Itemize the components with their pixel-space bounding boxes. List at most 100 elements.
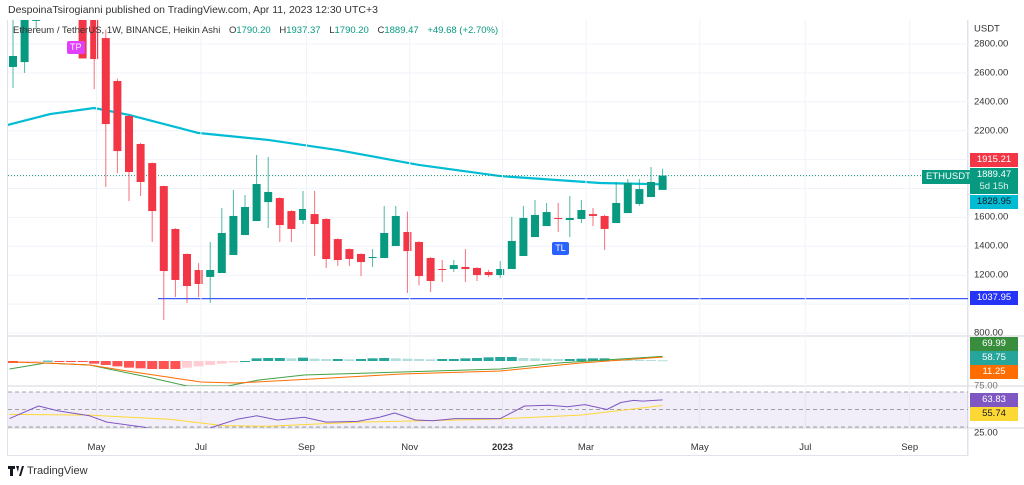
candle — [565, 196, 574, 238]
candle-body — [531, 214, 539, 238]
support-price-label: 1037.95 — [970, 291, 1018, 305]
tradingview-logo[interactable]: TradingView — [8, 465, 88, 477]
last-price-label: 1889.47 5d 15h — [970, 168, 1018, 194]
histogram-value-label: 11.25 — [970, 365, 1018, 379]
candle — [612, 181, 621, 224]
candle-body — [113, 80, 122, 152]
price-tick: 2200.00 — [974, 125, 1009, 137]
macd-histogram-bar — [124, 361, 134, 368]
macd-histogram-bar — [483, 357, 494, 361]
candle-body — [565, 217, 574, 221]
logo-text: TradingView — [27, 465, 88, 477]
macd-histogram-bar — [158, 361, 169, 369]
macd-histogram-bar — [414, 359, 424, 361]
candle-body — [9, 55, 17, 67]
macd-histogram-bar — [425, 359, 436, 361]
bar-countdown: 5d 15h — [979, 181, 1009, 192]
price-tick: 800.00 — [974, 327, 1004, 339]
macd-histogram-bar — [309, 358, 320, 361]
macd-histogram-bar — [228, 361, 239, 363]
symbol-title[interactable]: Ethereum / TetherUS, 1W, BINANCE, Heikin… — [13, 25, 221, 36]
macd-histogram-bar — [356, 359, 366, 361]
candle — [461, 249, 470, 282]
candle-body — [229, 215, 238, 255]
candle — [44, 0, 52, 8]
change-value: +49.68 (+2.70%) — [427, 25, 499, 36]
candle-body — [171, 228, 180, 280]
macd-histogram-bar — [657, 360, 668, 362]
symbol-legend: Ethereum / TetherUS, 1W, BINANCE, Heikin… — [13, 25, 498, 36]
candle — [310, 190, 319, 256]
macd-histogram-bar — [100, 361, 111, 365]
candle — [299, 190, 307, 225]
candle — [589, 208, 597, 227]
candle — [183, 253, 191, 303]
price-tick: 1600.00 — [974, 211, 1009, 223]
price-tick: 1200.00 — [974, 269, 1009, 281]
candle — [542, 202, 551, 227]
macd-histogram-bar — [588, 358, 598, 361]
candle-body — [600, 215, 609, 229]
candle — [403, 211, 412, 293]
candle-body — [78, 20, 87, 59]
time-tick: Nov — [401, 442, 419, 453]
candle — [531, 200, 539, 238]
macd-histogram-bar — [42, 360, 53, 362]
candle-body — [159, 186, 168, 272]
macd-histogram-bar — [460, 358, 471, 361]
macd-histogram-bar — [205, 361, 216, 365]
macd-signal-line — [9, 356, 663, 384]
time-tick: Sep — [298, 442, 315, 453]
macd-histogram-bar — [530, 358, 540, 361]
candle — [554, 202, 563, 232]
candle-body — [101, 38, 110, 125]
price-tick: 2800.00 — [974, 38, 1009, 50]
macd-histogram-bar — [274, 358, 285, 361]
price-tick: 2600.00 — [974, 67, 1009, 79]
macd-histogram-bar — [216, 361, 227, 364]
macd-histogram-bar — [506, 357, 517, 361]
candle — [496, 261, 505, 279]
macd-histogram-bar — [135, 361, 146, 369]
time-tick: Mar — [577, 442, 595, 453]
macd-histogram-bar — [112, 361, 123, 367]
macd-pane — [8, 355, 668, 386]
macd-histogram-bar — [77, 361, 88, 362]
candle — [623, 178, 632, 214]
tl-badge[interactable]: TL — [552, 242, 569, 255]
time-tick: Jul — [799, 442, 812, 453]
candle — [101, 29, 110, 188]
candle — [322, 218, 331, 268]
candle-body — [264, 191, 273, 203]
candle-body — [136, 143, 145, 182]
candle-body — [612, 202, 621, 224]
high-value: 1937.37 — [286, 25, 321, 36]
candle — [368, 249, 377, 267]
candle — [449, 260, 458, 273]
tp-badge[interactable]: TP — [67, 41, 85, 54]
candle-body — [287, 211, 296, 229]
candle-body — [368, 256, 377, 258]
candle-body — [554, 217, 563, 219]
macd-histogram-bar — [634, 359, 645, 361]
candle — [519, 205, 528, 256]
candle — [357, 253, 365, 277]
candle-body — [415, 241, 423, 277]
candle-body — [496, 268, 505, 276]
candle-body — [484, 272, 493, 276]
candle — [415, 241, 423, 286]
open-value: 1790.20 — [236, 25, 271, 36]
candle-body — [507, 240, 516, 269]
candle — [113, 78, 122, 174]
candle-body — [44, 0, 52, 1]
candle-body — [333, 239, 342, 261]
macd-histogram-bar — [541, 358, 552, 361]
signal-value-label: 58.75 — [970, 351, 1018, 365]
time-tick: Jul — [194, 442, 207, 453]
macd-histogram-bar — [390, 358, 401, 361]
rsi-value-label: 63.83 — [970, 393, 1018, 407]
macd-histogram-bar — [286, 358, 297, 361]
symbol-price-label: ETHUSDT — [922, 170, 975, 184]
candle — [635, 178, 644, 206]
